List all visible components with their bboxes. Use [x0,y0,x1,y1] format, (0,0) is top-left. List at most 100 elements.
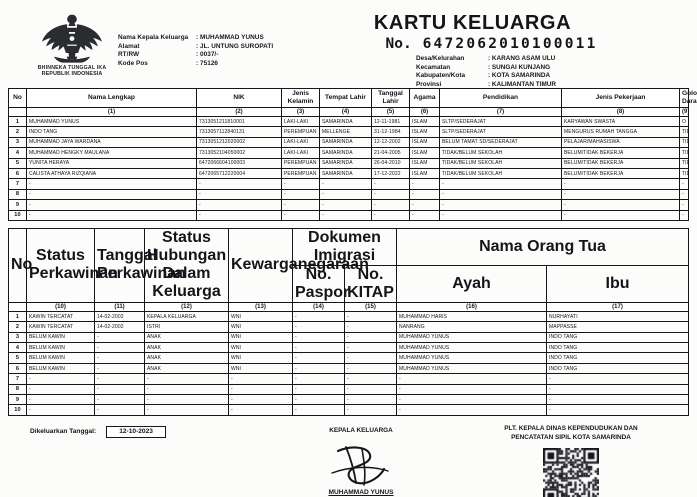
cell-mother: INDO TANG [546,342,689,354]
cell-birthdate: 31-12-1984 [371,126,410,138]
colnum-2: (2) [196,107,282,117]
secondary-header-row-top: No Status Perkawinan Tanggal Perkawinan … [8,227,689,303]
emblem-caption-republic: REPUBLIK INDONESIA [41,71,103,77]
cell-name: MUHAMMAD HENGKY MAULANA [26,147,197,159]
cell-bloodtype: TIDAK TAHU [679,126,689,138]
head-of-family-label: Nama Kepala Keluarga [118,34,189,41]
cell-marital-date: 14-02-2002 [94,321,145,333]
village-value: : KARANG ASAM ULU [488,55,556,62]
cell-mother: - [546,373,689,385]
head-of-family-value: : MUHAMMAD YUNUS [196,34,264,41]
cell-no: 9 [8,199,27,211]
cell-religion: ISLAM [409,167,440,180]
colnum-1: (1) [26,107,197,117]
cell-bloodtype: TIDAK TAHU [679,157,689,169]
cell-education: TIDAK/BELUM SEKOLAH [439,157,562,169]
cell-father: MUHAMMAD HARIS [396,310,548,323]
table-row: 1 KAWIN TERCATAT 14-02-2002 KEPALA KELUARGA… [8,310,689,323]
cell-kitap: - [343,352,398,364]
cell-education: - [439,178,562,190]
cell-passport: - [292,383,345,396]
colnum-9: (9) [679,107,689,117]
table-row: 3 MUHAMMAD JAYA WARDANA 7313051212020002 LA… [8,136,689,149]
cell-family-relation: - [144,394,229,406]
cell-no: 1 [8,115,27,128]
cell-father: - [396,404,548,416]
document-footer: Dikeluarkan Tanggal: 12-10-2023 KEPALA K… [8,422,689,497]
cell-nik: - [196,199,282,211]
cell-marital-status: BELUM KAWIN [26,342,95,354]
address-row: Alamat : JL. UNTUNG SUROPATI [118,43,328,52]
table-row: 4 MUHAMMAD HENGKY MAULANA 7313052104050002… [8,147,689,159]
cell-marital-status: - [26,394,95,406]
cell-family-relation: ISTRI [144,321,229,333]
cell-marital-status: KAWIN TERCATAT [26,310,95,323]
cell-marital-date: - [94,383,145,396]
cell-marital-date: - [94,352,145,364]
th-bloodtype: Golongan Darah [679,88,697,108]
head-of-family-signature-block: KEPALA KELUARGA MUHAMMAD YUNUS Tanda Tan… [276,426,446,497]
cell-passport: - [292,331,345,344]
signature-scribble-icon [331,445,389,486]
cell-passport: - [292,373,345,385]
cell-nik: 7313057112840131 [196,126,282,138]
cell-father: MUHAMMAD YUNUS [396,331,548,344]
cell-no: 1 [8,310,27,323]
primary-header-row: No Nama Lengkap NIK Jenis Kelamin Tempat… [8,88,697,108]
rtrw-row: RT/RW : 0037/- [118,51,328,60]
cell-gender: - [281,188,320,201]
cell-passport: - [292,321,345,333]
table-row: 7--------- [8,178,689,190]
th-birthdate: Tanggal Lahir [371,88,410,108]
cell-marital-date: - [94,342,145,354]
cell-occupation: BELUM/TIDAK BEKERJA [561,147,680,159]
cell-occupation: - [561,199,680,211]
issued-date-value: 12-10-2023 [106,425,166,438]
cell-name: - [26,199,197,211]
cell-marital-status: BELUM KAWIN [26,331,95,344]
cell-father: - [396,373,548,385]
cell-kitap: - [343,404,398,416]
province-value: : KALIMANTAN TIMUR [488,80,557,88]
cell-kitap: - [343,362,398,375]
cell-mother: INDO TANG [546,352,689,364]
cell-religion: ISLAM [409,147,440,159]
cell-no: 5 [8,157,27,169]
cell-nik: 7313051212020002 [196,136,282,149]
address-label: Alamat [118,42,140,50]
colnum2-4: (13) [228,301,293,312]
table-row: 10- - - - - - - - [8,404,689,416]
th-gender: Jenis Kelamin [281,88,320,108]
cell-no: 10 [8,404,27,416]
cell-father: - [396,383,548,396]
table-row: 4 BELUM KAWIN - ANAK WNI - - MUHAMMAD YUNUS INDO… [8,342,689,354]
cell-birthplace: SAMARINDA [319,157,372,169]
cell-name: INDO TANG [26,126,197,138]
cell-occupation: - [561,209,680,221]
cell-birthplace: - [319,188,372,201]
handwritten-signature [276,435,446,489]
village-label: Desa/Kelurahan [416,55,465,62]
cell-mother: - [546,394,689,406]
district-row: Kecamatan : SUNGAI KUNJANG [416,64,689,73]
cell-occupation: PELAJAR/MAHASISWA [561,136,680,149]
district-label: Kecamatan [416,63,451,71]
th2-family-relation: Status Hubungan Dalam Keluarga [144,227,229,303]
th-birthplace: Tempat Lahir [319,88,372,108]
th2-immigration-group: Dokumen Imigrasi [291,227,398,266]
cell-bloodtype: - [679,209,689,221]
cell-occupation: BELUM/TIDAK BEKERJA [561,167,680,180]
colnum-5: (5) [371,107,410,117]
cell-name: - [26,178,197,190]
cell-birthplace: SAMARINDA [319,115,372,128]
table-row: 5 YUNITA HERAYA 6472066604100003 PEREMPUAN S… [8,157,689,169]
th-name: Nama Lengkap [26,88,197,108]
cell-no: 6 [8,167,27,180]
family-info-block: Nama Kepala Keluarga : MUHAMMAD YUNUS Al… [118,10,328,68]
postal-code-label: Kode Pos [118,59,148,67]
cell-occupation: - [561,188,680,201]
document-header: BHINNEKA TUNGGAL IKA REPUBLIK INDONESIA … [8,10,689,88]
table-row: 9-------- [8,394,689,406]
cell-father: MUHAMMAD YUNUS [396,342,548,354]
province-label: Provinsi [416,80,442,88]
